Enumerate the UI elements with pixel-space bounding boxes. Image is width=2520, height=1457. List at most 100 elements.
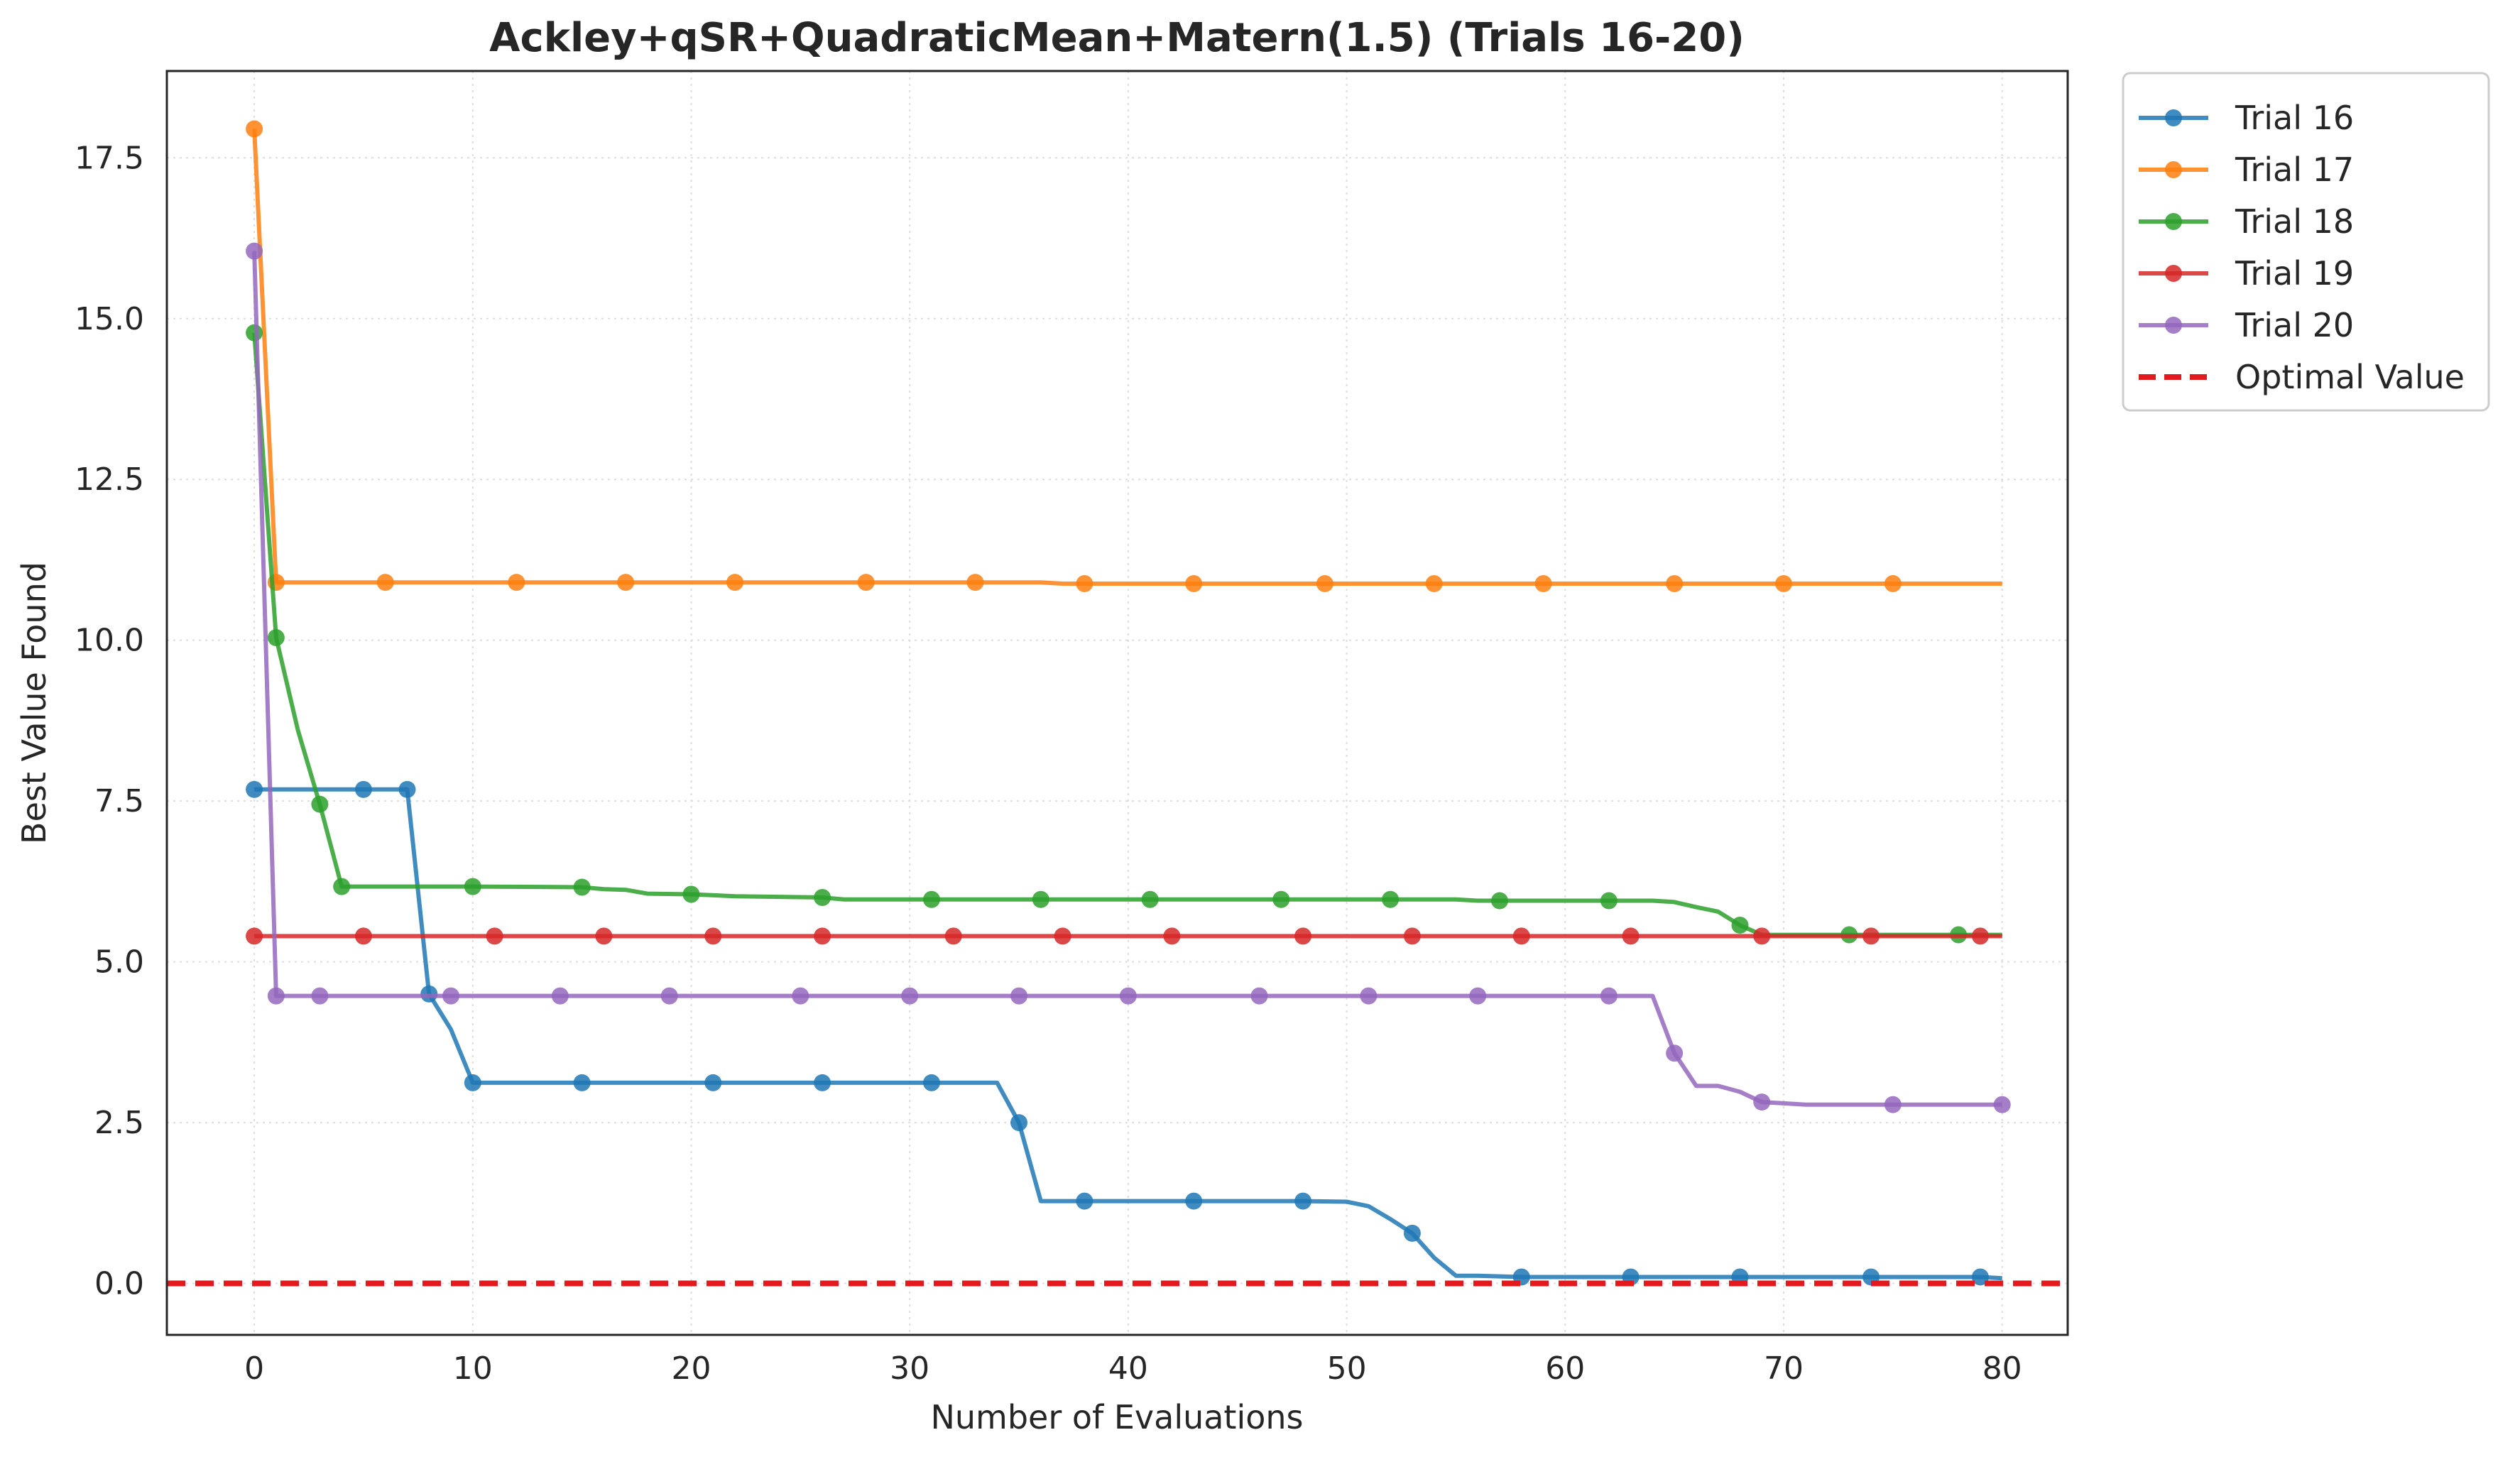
data-point-trial-17 <box>1884 574 1902 592</box>
data-point-trial-20 <box>1600 987 1618 1005</box>
legend-label: Trial 19 <box>2235 254 2354 293</box>
data-point-trial-20 <box>246 242 263 260</box>
data-point-trial-17 <box>726 574 744 591</box>
data-point-trial-16 <box>1294 1192 1312 1210</box>
x-tick-label: 20 <box>671 1350 711 1387</box>
data-point-trial-17 <box>1666 574 1684 592</box>
data-point-trial-17 <box>1316 574 1333 592</box>
data-point-trial-20 <box>1884 1096 1902 1113</box>
data-point-trial-18 <box>573 878 591 896</box>
legend-label: Trial 17 <box>2235 151 2354 189</box>
data-point-trial-17 <box>966 574 984 591</box>
y-axis-ticks: 0.0 2.5 5.0 7.5 10.0 12.5 15.0 17.5 <box>75 140 144 1302</box>
data-point-trial-18 <box>1382 890 1400 908</box>
y-tick-label: 12.5 <box>75 462 144 498</box>
data-point-trial-17 <box>1076 574 1093 592</box>
data-point-trial-19 <box>1622 927 1640 945</box>
data-point-trial-18 <box>246 324 263 342</box>
legend-entry-trial-20: Trial 20 <box>2139 306 2354 344</box>
data-point-trial-16 <box>354 780 372 798</box>
data-point-trial-18 <box>464 878 481 895</box>
chart-title: Ackley+qSR+QuadraticMean+Matern(1.5) (Tr… <box>489 15 1745 61</box>
data-point-trial-19 <box>1753 927 1771 945</box>
data-point-trial-19 <box>704 927 722 945</box>
data-point-trial-17 <box>246 120 263 138</box>
legend-entry-trial-19: Trial 19 <box>2139 254 2354 293</box>
data-point-trial-16 <box>1010 1114 1028 1132</box>
data-point-trial-17 <box>1774 574 1792 592</box>
x-tick-label: 70 <box>1764 1350 1804 1387</box>
x-tick-label: 80 <box>1982 1350 2022 1387</box>
legend-label: Trial 16 <box>2235 99 2354 137</box>
legend-marker <box>2165 161 2182 178</box>
legend-label: Trial 18 <box>2235 202 2354 241</box>
x-tick-label: 50 <box>1327 1350 1367 1387</box>
y-tick-label: 7.5 <box>94 783 144 819</box>
y-tick-label: 10.0 <box>75 623 144 659</box>
data-point-trial-16 <box>464 1074 481 1091</box>
data-point-trial-19 <box>1294 927 1312 945</box>
data-point-trial-18 <box>814 889 831 907</box>
data-point-trial-19 <box>1403 927 1421 945</box>
data-point-trial-16 <box>1076 1192 1093 1210</box>
legend-entry-trial-18: Trial 18 <box>2139 202 2354 241</box>
data-point-trial-17 <box>1185 574 1203 592</box>
y-tick-label: 15.0 <box>75 301 144 337</box>
data-point-trial-17 <box>617 574 635 591</box>
data-point-trial-20 <box>1469 987 1487 1005</box>
legend-label: Trial 20 <box>2235 306 2354 344</box>
legend-marker <box>2165 317 2182 334</box>
series-trial-16 <box>246 780 2002 1286</box>
plot-series <box>167 120 2068 1287</box>
x-tick-label: 0 <box>244 1350 264 1387</box>
data-point-trial-19 <box>486 927 503 945</box>
plot-area-frame <box>165 70 2069 1336</box>
data-point-trial-20 <box>1993 1096 2011 1113</box>
data-point-trial-18 <box>682 885 700 903</box>
data-point-trial-20 <box>901 987 919 1005</box>
legend-label: Optimal Value <box>2235 358 2465 396</box>
data-point-trial-20 <box>792 987 809 1005</box>
legend-marker <box>2165 109 2182 126</box>
data-point-trial-20 <box>1119 987 1137 1005</box>
data-point-trial-20 <box>1666 1044 1684 1062</box>
series-trial-20 <box>246 242 2011 1113</box>
data-point-trial-20 <box>1010 987 1028 1005</box>
data-point-trial-17 <box>508 574 525 591</box>
data-point-trial-18 <box>1731 916 1749 934</box>
data-point-trial-16 <box>1185 1192 1203 1210</box>
data-point-trial-20 <box>267 987 285 1005</box>
x-tick-label: 40 <box>1108 1350 1148 1387</box>
data-point-trial-19 <box>814 927 831 945</box>
data-point-trial-16 <box>1971 1268 1989 1286</box>
data-point-trial-16 <box>922 1074 940 1091</box>
series-line-trial-18 <box>252 332 2002 937</box>
data-point-trial-16 <box>704 1074 722 1091</box>
data-point-trial-16 <box>246 780 263 798</box>
legend: Trial 16 Trial 17 Trial 18 Trial 19 Trial 20… <box>2122 72 2490 412</box>
data-point-trial-20 <box>1250 987 1268 1005</box>
x-tick-label: 10 <box>453 1350 493 1387</box>
legend-marker <box>2165 213 2182 230</box>
y-axis-label: Best Value Found <box>15 562 53 844</box>
x-tick-label: 60 <box>1545 1350 1585 1387</box>
x-tick-label: 30 <box>890 1350 929 1387</box>
data-point-trial-20 <box>311 987 329 1005</box>
data-point-trial-20 <box>1360 987 1378 1005</box>
data-point-trial-20 <box>551 987 569 1005</box>
data-point-trial-19 <box>1054 927 1071 945</box>
y-tick-label: 17.5 <box>75 140 144 176</box>
data-point-trial-17 <box>1534 574 1552 592</box>
data-point-trial-19 <box>944 927 962 945</box>
data-point-trial-18 <box>1032 890 1049 908</box>
data-point-trial-18 <box>1272 890 1290 908</box>
y-tick-label: 0.0 <box>94 1266 144 1302</box>
legend-entry-trial-17: Trial 17 <box>2139 151 2354 189</box>
legend-marker <box>2165 265 2182 282</box>
data-point-trial-18 <box>922 890 940 908</box>
data-point-trial-18 <box>1600 892 1618 910</box>
series-line-trial-17 <box>252 129 2002 586</box>
data-point-trial-16 <box>814 1074 831 1091</box>
series-trial-19 <box>246 927 2002 945</box>
